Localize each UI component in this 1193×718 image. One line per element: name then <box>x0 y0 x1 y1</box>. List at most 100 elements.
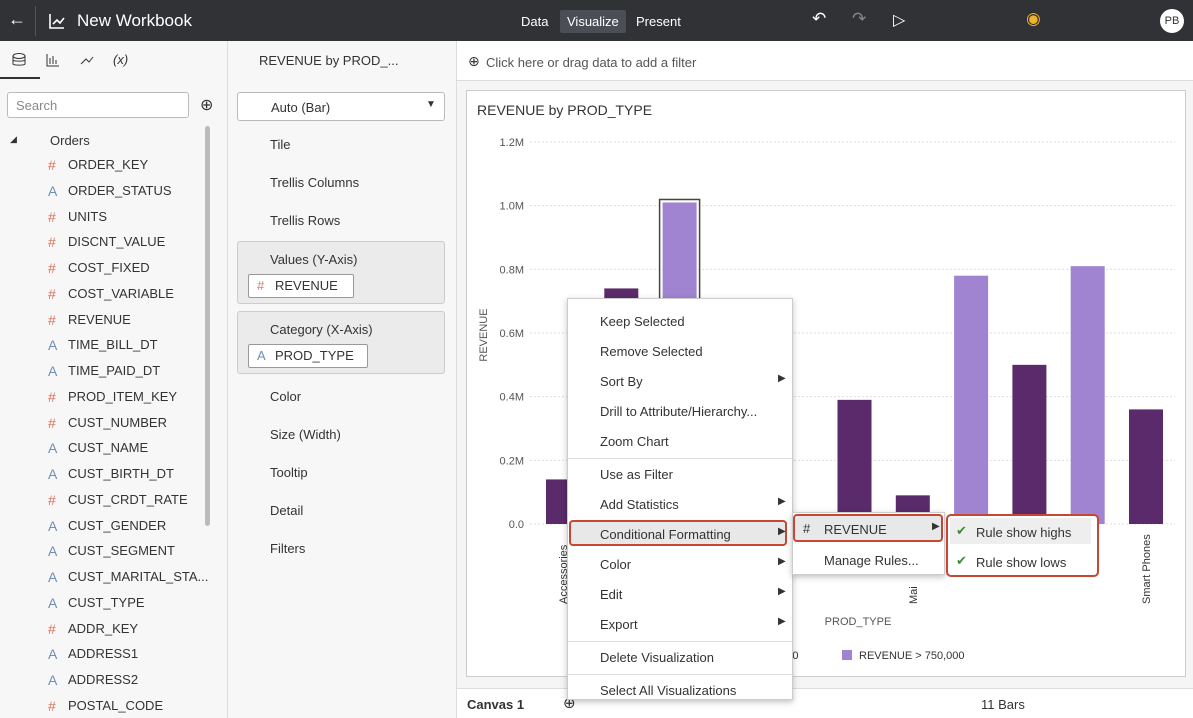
grammar-item[interactable]: Color <box>270 389 302 404</box>
rules-menu: ✔ Rule show highs ✔ Rule show lows <box>946 514 1099 577</box>
field-icon: # <box>48 234 56 251</box>
field-name[interactable]: TIME_BILL_DT <box>68 337 158 353</box>
run[interactable]: ▷ <box>893 12 906 29</box>
grammar-item[interactable]: Tooltip <box>270 465 308 480</box>
field-name[interactable]: ADDRESS1 <box>68 646 139 662</box>
field-name[interactable]: ORDER_KEY <box>68 157 149 172</box>
field-icon: A <box>48 646 58 663</box>
field-name[interactable]: CUST_TYPE <box>68 594 145 610</box>
field-icon: # <box>48 414 56 431</box>
grammar-item[interactable]: Tile <box>270 137 291 152</box>
field-name[interactable]: COST_VARIABLE <box>68 285 174 301</box>
field-name[interactable]: CUST_SEGMENT <box>68 543 175 559</box>
menu-item[interactable]: Delete Visualization <box>600 650 714 665</box>
top-bar: ← New Workbook ↶ ↷ ▷ ◉ PB <box>0 0 1193 41</box>
field-name[interactable]: COST_FIXED <box>68 260 150 275</box>
menu-item[interactable]: Remove Selected <box>600 344 703 359</box>
grammar-item[interactable]: Trellis Rows <box>270 213 341 228</box>
field-name[interactable]: CUST_BIRTH_DT <box>68 466 174 481</box>
viz-tab[interactable] <box>45 52 61 68</box>
field-name[interactable]: CUST_NUMBER <box>68 414 167 430</box>
field-name[interactable]: ADDRESS2 <box>68 672 139 687</box>
filter-bar[interactable]: ⊕ Click here or drag data to add a filte… <box>457 41 1193 81</box>
y-tick-label: 0.2M <box>500 455 524 467</box>
back-button[interactable]: ← <box>8 9 26 29</box>
field-name[interactable]: TIME_PAID_DT <box>68 363 161 378</box>
menu-item[interactable]: Color <box>600 557 632 572</box>
canvas-tab[interactable]: Canvas 1 <box>467 697 525 712</box>
field-name[interactable]: ADDR_KEY <box>68 620 139 636</box>
field-icon: # <box>48 208 56 225</box>
field-name[interactable]: POSTAL_CODE <box>68 697 164 713</box>
add-filter-icon: ⊕ <box>468 53 480 69</box>
nav-tab[interactable]: Data <box>521 14 549 29</box>
rule-item[interactable]: Rule show lows <box>976 555 1067 570</box>
x-tick-label: Mai <box>908 586 920 604</box>
menu-item[interactable]: Sort By <box>600 374 643 389</box>
analytics-tab[interactable] <box>79 52 95 68</box>
x-axis-label: PROD_TYPE <box>825 616 892 628</box>
grammar-item[interactable]: Size (Width) <box>270 427 341 442</box>
field-name[interactable]: UNITS <box>68 208 107 224</box>
root-node[interactable]: Orders <box>50 133 90 148</box>
submenu-item[interactable]: Manage Rules... <box>824 553 919 568</box>
grammar-item[interactable]: Detail <box>270 503 304 518</box>
field-icon: # <box>48 311 56 328</box>
field-name[interactable]: REVENUE <box>68 311 131 327</box>
collapse[interactable]: ◢ <box>10 134 17 144</box>
menu-item[interactable]: Keep Selected <box>600 314 685 329</box>
field-icon: # <box>48 388 56 405</box>
field-icon: A <box>48 594 58 611</box>
field-name[interactable]: CUST_NAME <box>68 440 149 456</box>
rule-item[interactable]: Rule show highs <box>976 525 1072 540</box>
data-tab[interactable] <box>0 41 40 79</box>
field-name[interactable]: ORDER_STATUS <box>68 182 172 198</box>
scrollbar[interactable] <box>205 126 210 526</box>
menu-item[interactable]: Select All Visualizations <box>600 683 737 698</box>
menu-item[interactable]: Drill to Attribute/Hierarchy... <box>600 404 758 419</box>
check: ✔ <box>956 553 967 568</box>
pill[interactable] <box>248 274 354 298</box>
divider <box>35 6 36 36</box>
check: ✔ <box>956 523 967 538</box>
add-data[interactable]: ⊕ <box>200 97 214 114</box>
pill-icon: A <box>257 348 266 363</box>
field-name[interactable]: DISCNT_VALUE <box>68 234 166 250</box>
field-name[interactable]: CUST_GENDER <box>68 517 167 533</box>
grammar-item[interactable]: Trellis Columns <box>270 175 360 190</box>
field-icon: # <box>48 285 56 302</box>
menu-item[interactable]: Zoom Chart <box>600 434 669 449</box>
redo[interactable]: ↷ <box>852 9 867 28</box>
undo[interactable]: ↶ <box>812 9 827 28</box>
nav-tab[interactable]: Visualize <box>560 10 626 33</box>
separator <box>568 674 792 675</box>
submenu-item[interactable]: REVENUE <box>824 522 887 537</box>
field-name[interactable]: CUST_CRDT_RATE <box>68 491 188 507</box>
separator <box>568 641 792 642</box>
pill[interactable] <box>248 344 368 368</box>
menu-item[interactable]: Edit <box>600 587 623 602</box>
chart-type-select[interactable]: Auto (Bar) ▼ <box>237 92 445 121</box>
pill-label: REVENUE <box>275 278 338 293</box>
search-box[interactable]: Search <box>7 92 189 118</box>
workbook-title: New Workbook <box>77 11 192 30</box>
field-icon: # <box>48 260 56 276</box>
menu-item[interactable]: Export <box>600 617 638 632</box>
field-name[interactable]: CUST_MARITAL_STA... <box>68 569 209 584</box>
menu-item[interactable]: Add Statistics <box>600 497 679 512</box>
chart-type: Auto (Bar) <box>271 100 331 115</box>
field-icon: # <box>48 491 56 508</box>
insights[interactable]: ◉ <box>1026 9 1041 28</box>
calc-tab[interactable]: (x) <box>113 52 129 67</box>
submenu-arrow: ▶ <box>778 556 786 567</box>
menu-item[interactable]: Use as Filter <box>600 467 673 482</box>
db-icon <box>12 53 26 66</box>
field-name[interactable]: PROD_ITEM_KEY <box>68 388 178 404</box>
viz-title: REVENUE by PROD_... <box>259 53 399 68</box>
avatar[interactable]: PB <box>1160 9 1184 33</box>
grammar-item[interactable]: Filters <box>270 541 306 556</box>
nav-tab[interactable]: Present <box>636 14 681 29</box>
data-panel: (x) Search ⊕ ◢ Orders <box>0 41 228 718</box>
submenu-arrow: ▶ <box>778 373 786 384</box>
menu-item[interactable]: Conditional Formatting <box>600 527 731 542</box>
